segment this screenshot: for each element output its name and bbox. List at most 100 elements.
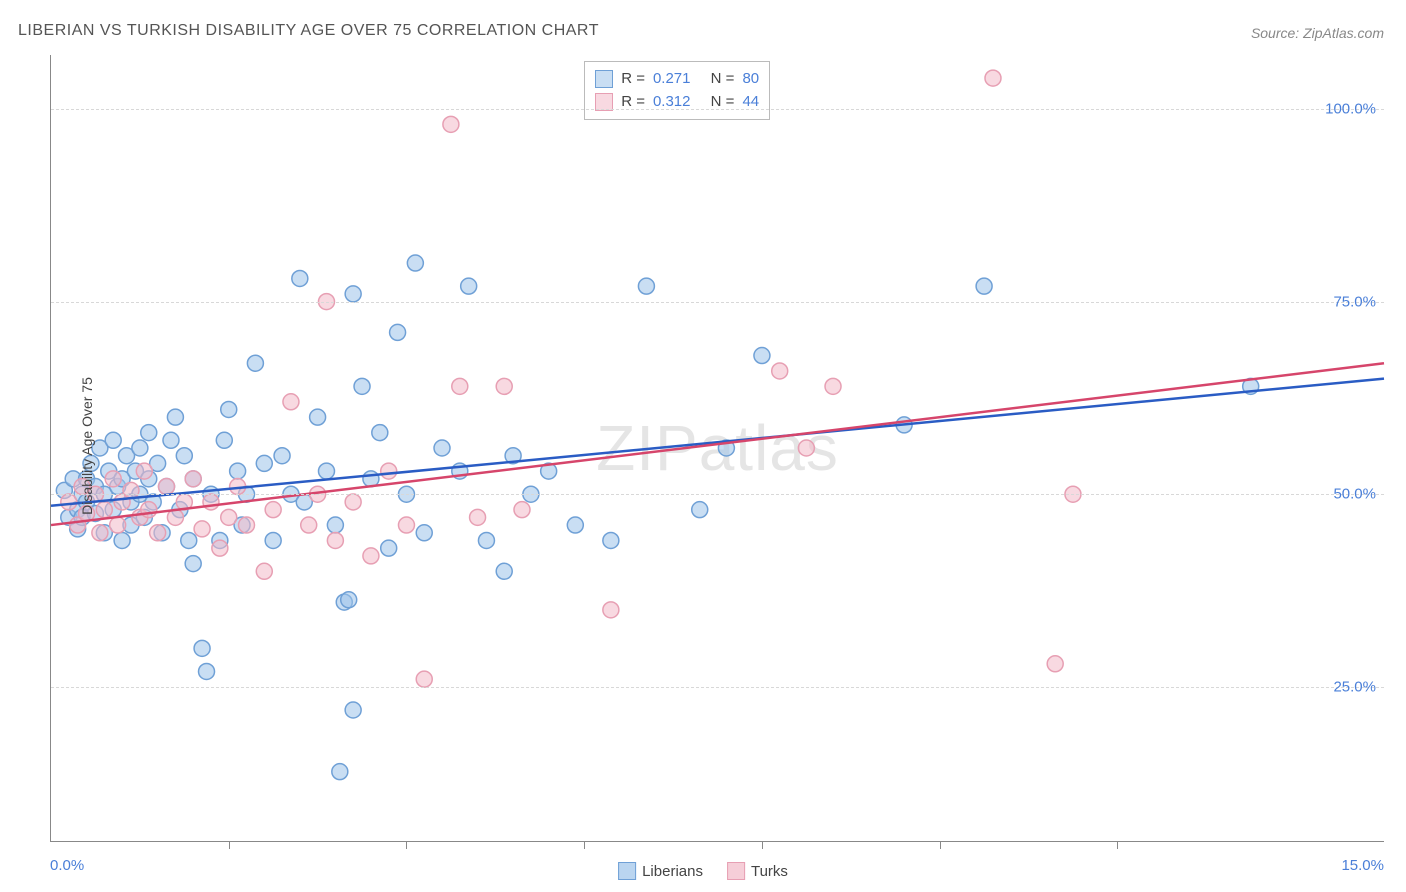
data-point (363, 548, 379, 564)
trend-line (51, 379, 1384, 506)
x-axis-tick (762, 841, 763, 849)
legend-label: Turks (751, 863, 788, 880)
x-axis-tick (1117, 841, 1118, 849)
data-point (265, 532, 281, 548)
x-axis-tick (940, 841, 941, 849)
data-point (247, 355, 263, 371)
data-point (283, 394, 299, 410)
data-point (478, 532, 494, 548)
data-point (185, 471, 201, 487)
data-point (256, 563, 272, 579)
legend: Liberians Turks (618, 862, 788, 880)
gridline (51, 302, 1384, 303)
data-point (398, 517, 414, 533)
y-axis-tick-label: 100.0% (1325, 100, 1376, 117)
legend-label: Liberians (642, 863, 703, 880)
data-point (141, 425, 157, 441)
data-point (692, 502, 708, 518)
data-point (92, 525, 108, 541)
data-point (274, 448, 290, 464)
y-axis-tick-label: 25.0% (1333, 678, 1376, 695)
data-point (354, 378, 370, 394)
data-point (150, 525, 166, 541)
data-point (105, 432, 121, 448)
data-point (310, 409, 326, 425)
data-point (603, 532, 619, 548)
legend-swatch (727, 862, 745, 880)
data-point (185, 556, 201, 572)
data-point (341, 592, 357, 608)
data-point (461, 278, 477, 294)
stat-n-value: 80 (742, 68, 759, 91)
data-point (470, 509, 486, 525)
data-point (96, 502, 112, 518)
x-axis-max-label: 15.0% (1341, 857, 1384, 874)
data-point (194, 521, 210, 537)
data-point (327, 517, 343, 533)
data-point (345, 702, 361, 718)
chart-plot-area: ZIPatlas R = 0.271 N = 80R = 0.312 N = 4… (50, 55, 1384, 842)
data-point (390, 324, 406, 340)
gridline (51, 109, 1384, 110)
data-point (163, 432, 179, 448)
data-point (318, 463, 334, 479)
data-point (381, 540, 397, 556)
data-point (798, 440, 814, 456)
data-point (638, 278, 654, 294)
data-point (327, 532, 343, 548)
data-point (407, 255, 423, 271)
data-point (443, 116, 459, 132)
data-point (114, 532, 130, 548)
data-point (416, 525, 432, 541)
data-point (1047, 656, 1063, 672)
legend-swatch (618, 862, 636, 880)
stat-n-label: N = (711, 68, 735, 91)
x-axis-tick (229, 841, 230, 849)
data-point (754, 348, 770, 364)
x-axis-tick (584, 841, 585, 849)
data-point (256, 455, 272, 471)
data-point (167, 409, 183, 425)
scatter-plot-svg (51, 55, 1384, 841)
data-point (159, 479, 175, 495)
data-point (416, 671, 432, 687)
data-point (194, 640, 210, 656)
data-point (514, 502, 530, 518)
data-point (452, 378, 468, 394)
data-point (176, 448, 192, 464)
data-point (976, 278, 992, 294)
chart-title: LIBERIAN VS TURKISH DISABILITY AGE OVER … (18, 22, 599, 40)
data-point (985, 70, 1001, 86)
legend-item: Turks (727, 862, 788, 880)
data-point (381, 463, 397, 479)
data-point (221, 401, 237, 417)
data-point (345, 286, 361, 302)
y-axis-tick-label: 50.0% (1333, 486, 1376, 503)
legend-item: Liberians (618, 862, 703, 880)
data-point (434, 440, 450, 456)
stats-row: R = 0.271 N = 80 (595, 68, 759, 91)
trend-line (51, 363, 1384, 525)
data-point (496, 563, 512, 579)
data-point (136, 463, 152, 479)
data-point (292, 270, 308, 286)
correlation-stats-box: R = 0.271 N = 80R = 0.312 N = 44 (584, 61, 770, 120)
y-axis-title: Disability Age Over 75 (79, 377, 95, 515)
data-point (332, 764, 348, 780)
data-point (141, 502, 157, 518)
data-point (567, 517, 583, 533)
data-point (212, 540, 228, 556)
x-axis-min-label: 0.0% (50, 857, 84, 874)
data-point (265, 502, 281, 518)
data-point (372, 425, 388, 441)
data-point (825, 378, 841, 394)
data-point (345, 494, 361, 510)
data-point (110, 517, 126, 533)
stat-r-value: 0.271 (653, 68, 691, 91)
data-point (216, 432, 232, 448)
series-swatch (595, 70, 613, 88)
data-point (105, 471, 121, 487)
data-point (496, 378, 512, 394)
x-axis-tick (406, 841, 407, 849)
data-point (181, 532, 197, 548)
